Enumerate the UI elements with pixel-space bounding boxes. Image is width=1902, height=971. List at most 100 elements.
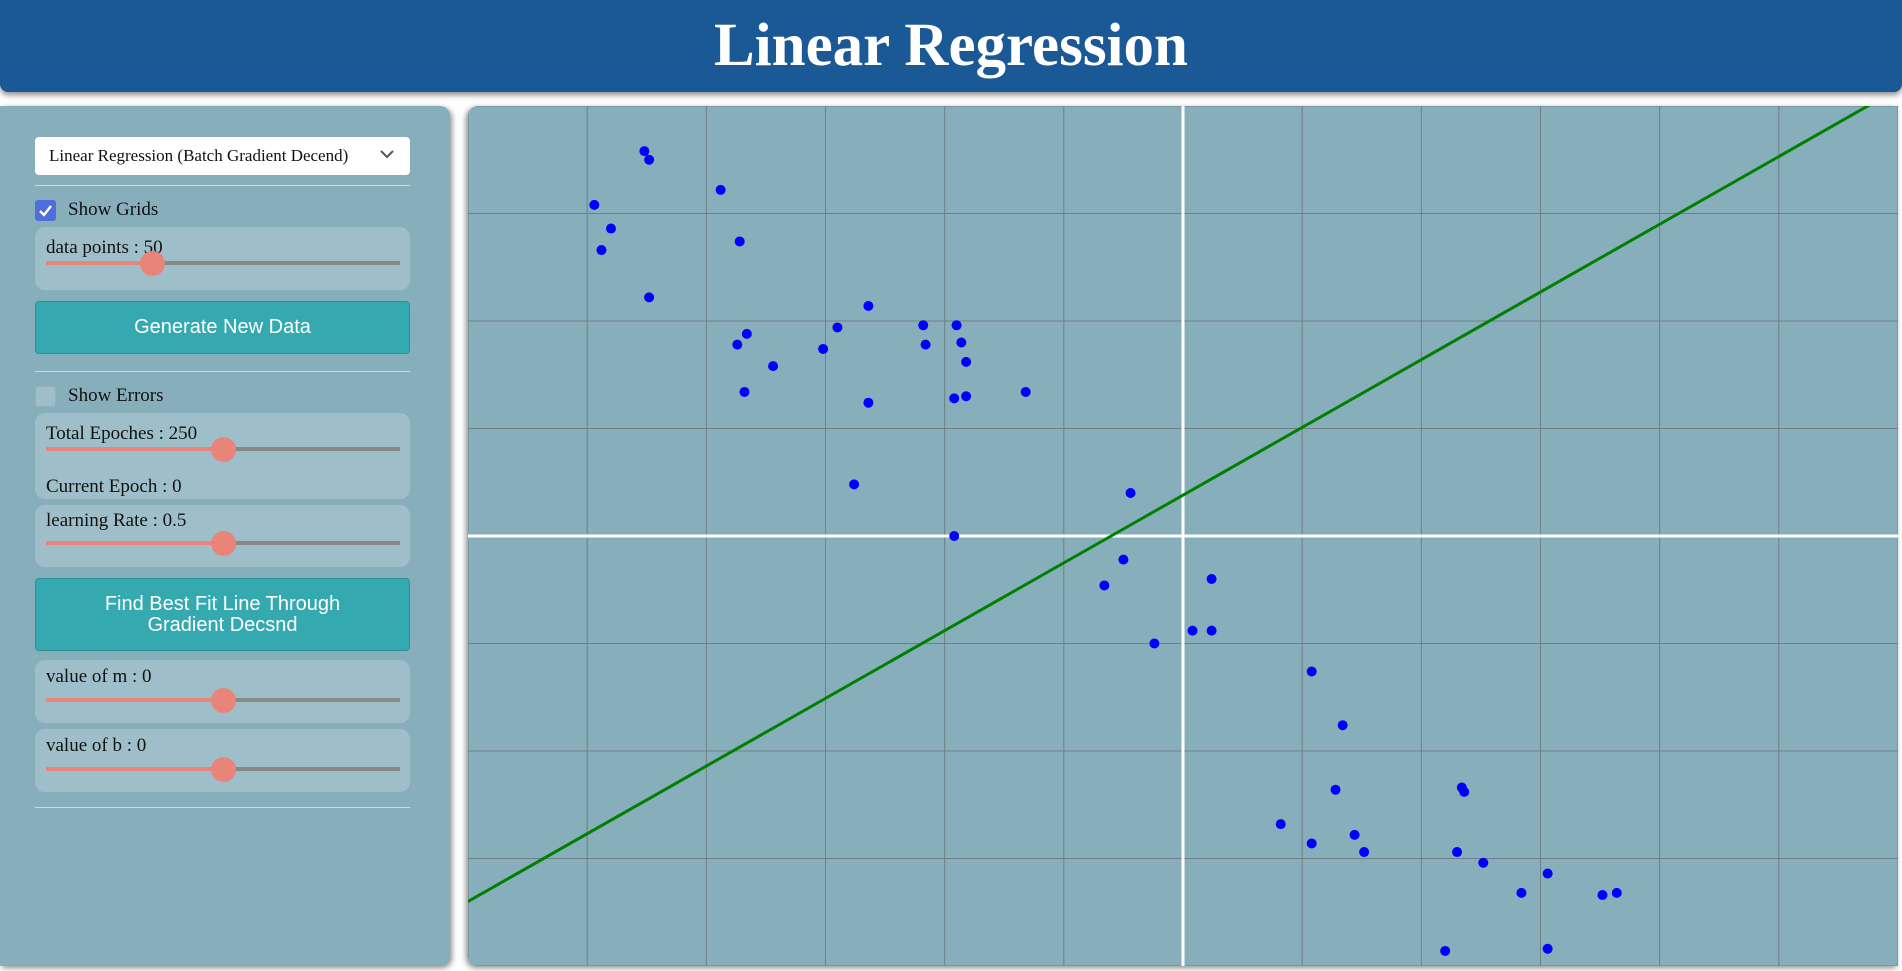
regression-plot[interactable] <box>468 106 1898 966</box>
algorithm-select[interactable]: Linear Regression (Batch Gradient Decend… <box>35 137 410 175</box>
data-point <box>1206 625 1217 636</box>
show-grids-label: Show Grids <box>68 199 159 220</box>
fit-line-layer <box>468 106 1871 903</box>
learning-rate-slider[interactable] <box>46 531 400 556</box>
value-m-slider[interactable] <box>46 688 400 713</box>
total-epochs-slider[interactable] <box>46 437 400 462</box>
page-title: Linear Regression <box>714 12 1188 79</box>
data-point <box>951 320 962 331</box>
learning-rate-card: learning Rate : 0.5 <box>35 505 410 567</box>
data-point <box>644 154 655 165</box>
data-point <box>956 337 967 348</box>
data-point <box>818 343 829 354</box>
slider-track <box>46 261 400 265</box>
data-point <box>918 320 929 331</box>
data-point <box>1611 887 1622 898</box>
total-epochs-label: Total Epoches : 250 <box>46 423 198 444</box>
checkmark-icon <box>39 204 52 217</box>
show-errors-row[interactable]: Show Errors <box>35 384 164 408</box>
data-point <box>589 199 600 210</box>
data-point <box>639 146 650 157</box>
data-points-label: data points : 50 <box>46 237 163 258</box>
data-points-card: data points : 50 <box>35 227 410 290</box>
data-point <box>1099 580 1110 591</box>
data-point <box>1359 847 1370 858</box>
data-point <box>1459 786 1470 797</box>
data-point <box>1597 890 1608 901</box>
show-errors-checkbox[interactable] <box>35 385 56 407</box>
best-fit-line <box>468 106 1871 903</box>
chevron-down-icon <box>380 150 394 159</box>
slider-fill <box>46 447 223 451</box>
value-b-label: value of b : 0 <box>46 735 147 756</box>
data-point <box>1478 857 1489 868</box>
data-point <box>1306 838 1317 849</box>
data-point <box>1125 488 1136 498</box>
value-b-slider[interactable] <box>46 757 400 782</box>
slider-fill <box>46 698 223 702</box>
data-point <box>849 479 860 490</box>
data-point <box>596 245 607 256</box>
data-point <box>1306 666 1317 677</box>
data-point <box>1187 625 1198 636</box>
data-point <box>832 322 843 333</box>
data-point <box>606 223 616 234</box>
data-point <box>732 339 743 350</box>
slider-fill <box>46 261 153 265</box>
data-point <box>949 531 960 541</box>
data-point <box>734 236 745 247</box>
data-point <box>920 339 931 350</box>
data-point <box>863 300 874 311</box>
data-point <box>644 292 655 303</box>
divider <box>35 185 410 186</box>
data-point <box>768 361 779 372</box>
find-best-fit-button[interactable]: Find Best Fit Line Through Gradient Decs… <box>35 578 410 651</box>
divider <box>35 371 410 372</box>
data-point <box>961 356 972 367</box>
value-m-card: value of m : 0 <box>35 660 410 723</box>
data-points-slider[interactable] <box>46 251 400 276</box>
slider-thumb[interactable] <box>140 251 166 276</box>
data-point <box>949 393 960 404</box>
slider-thumb[interactable] <box>211 531 236 556</box>
data-point <box>1452 847 1463 858</box>
data-point <box>863 397 874 408</box>
slider-thumb[interactable] <box>211 688 236 713</box>
page-header: Linear Regression <box>0 0 1902 92</box>
slider-thumb[interactable] <box>211 437 236 462</box>
control-panel: Linear Regression (Batch Gradient Decend… <box>0 106 450 966</box>
data-point <box>741 328 752 339</box>
data-point <box>1337 720 1348 731</box>
learning-rate-label: learning Rate : 0.5 <box>46 510 187 531</box>
epochs-card: Total Epoches : 250 Current Epoch : 0 <box>35 413 410 499</box>
show-grids-row[interactable]: Show Grids <box>35 198 158 222</box>
generate-data-button[interactable]: Generate New Data <box>35 301 410 354</box>
data-point <box>715 184 726 195</box>
slider-fill <box>46 541 223 545</box>
data-point <box>1149 638 1160 649</box>
data-point <box>1542 868 1553 879</box>
slider-fill <box>46 767 223 771</box>
divider <box>35 807 410 808</box>
data-point <box>1020 386 1031 397</box>
data-point <box>1275 819 1286 830</box>
plot-canvas[interactable] <box>468 106 1898 966</box>
value-b-card: value of b : 0 <box>35 729 410 792</box>
data-point <box>1118 554 1129 565</box>
axes-layer <box>468 106 1898 966</box>
data-point <box>1349 829 1360 840</box>
show-grids-checkbox[interactable] <box>35 199 56 221</box>
data-point <box>961 391 972 402</box>
data-point <box>1516 887 1527 898</box>
show-errors-label: Show Errors <box>68 385 164 406</box>
points-layer <box>589 146 1622 956</box>
slider-thumb[interactable] <box>211 757 236 782</box>
data-point <box>1440 945 1451 956</box>
algorithm-select-value: Linear Regression (Batch Gradient Decend… <box>49 146 349 165</box>
data-point <box>1330 784 1341 795</box>
current-epoch-label: Current Epoch : 0 <box>46 476 182 497</box>
value-m-label: value of m : 0 <box>46 666 152 687</box>
data-point <box>739 386 750 397</box>
data-point <box>1206 574 1217 584</box>
data-point <box>1542 943 1553 954</box>
